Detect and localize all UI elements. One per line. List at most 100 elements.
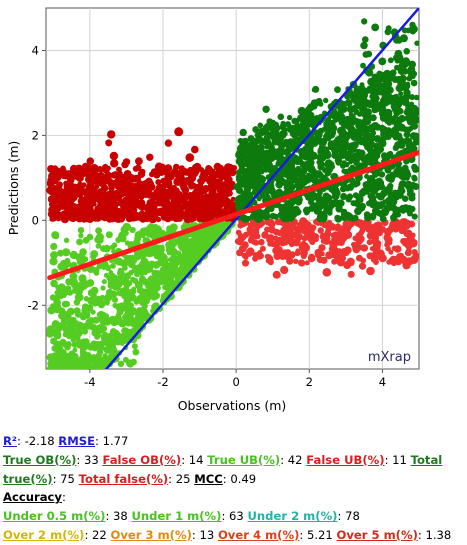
data-point-false-ob [135,200,144,209]
over-3m-link[interactable]: Over 3 m(%) [110,527,192,542]
data-point-true-ub [83,338,90,345]
true-ob-value: : 33 [76,452,103,467]
over-3m-value: : 13 [191,527,218,542]
data-point-true-ob [330,173,336,180]
data-point-true-ob [258,130,265,137]
data-point-false-ob [70,212,76,218]
data-point-false-ub [308,224,316,232]
total-true-link-a[interactable]: Total [410,452,443,467]
data-point-false-ub [307,236,313,243]
data-point-true-ob [385,151,394,159]
data-point-false-ub [301,235,308,242]
data-point-false-ob [85,186,91,193]
data-point-false-ob [197,203,204,209]
data-point-false-ob [82,165,89,172]
data-point-true-ub [122,303,128,309]
data-point-true-ub [164,282,173,291]
data-point-false-ub [410,239,418,247]
data-point-true-ob [397,151,403,156]
data-point-false-ob [157,192,166,202]
data-point-true-ub [98,310,105,317]
data-point-true-ub [166,270,174,278]
data-point-false-ob [187,168,195,176]
data-point-true-ob [409,94,416,101]
data-point-true-ub [145,284,152,291]
data-point-true-ob [380,189,388,197]
false-ob-link[interactable]: False OB(%) [102,452,182,467]
data-point-true-ob [411,213,418,220]
data-point-false-ob [171,167,179,174]
data-point-true-ob [331,108,338,116]
data-point-false-ub [355,232,363,240]
under-1m-link[interactable]: Under 1 m(%) [131,509,222,524]
data-point-false-ob [189,175,197,182]
false-ub-link[interactable]: False UB(%) [306,452,385,467]
data-point-false-ob [48,172,56,180]
data-point-false-ob [200,197,209,205]
r2-link[interactable]: R² [3,434,18,448]
stats-row-totals: true(%): 75 Total false(%): 25 MCC: 0.49 [3,470,465,489]
data-point-false-ob [154,162,164,171]
mcc-link[interactable]: MCC [194,471,223,486]
data-point-false-ob [197,178,203,184]
data-point-true-ub [95,352,102,360]
data-point-true-ob [317,161,326,169]
over-2m-link[interactable]: Over 2 m(%) [3,527,85,542]
data-point-true-ob [378,57,387,66]
rmse-link[interactable]: RMSE [58,434,96,448]
data-point-false-ob [181,186,190,194]
data-point-false-ob [196,165,202,172]
data-point-true-ob [353,179,361,187]
data-point-true-ob [318,154,327,162]
data-point-true-ob [277,156,285,165]
data-point-false-ob [61,173,67,180]
data-point-true-ob [374,148,382,156]
data-point-true-ob [286,114,293,121]
true-ob-link[interactable]: True OB(%) [3,452,77,467]
data-point-true-ub [136,307,142,313]
under-2m-link[interactable]: Under 2 m(%) [247,509,338,524]
data-point-true-ob [269,125,276,132]
data-point-true-ob [401,27,408,34]
data-point-false-ub [256,253,262,260]
data-point-true-ub [81,328,88,335]
data-point-true-ob [323,134,329,140]
data-point-true-ob [330,187,339,196]
true-ub-link[interactable]: True UB(%) [207,452,281,467]
data-point-false-ub [397,221,405,228]
data-point-true-ob [381,77,387,83]
data-point-false-ob [174,127,184,137]
data-point-false-ub [280,265,289,275]
data-point-false-ub [237,222,244,229]
accuracy-link[interactable]: Accuracy [3,490,62,505]
data-point-true-ob [331,147,338,154]
data-point-false-ub [402,261,411,270]
data-point-true-ob [366,183,375,192]
data-point-true-ub [101,279,107,285]
data-point-true-ob [410,192,416,198]
data-point-true-ob [339,137,348,146]
data-point-true-ob [338,131,347,140]
data-point-false-ob [123,198,131,206]
data-point-true-ub [150,293,158,301]
data-point-true-ub [124,318,133,327]
data-point-true-ob [412,138,419,146]
data-point-false-ob [230,207,236,213]
data-point-true-ob [360,62,366,69]
under-05m-link[interactable]: Under 0.5 m(%) [3,509,106,524]
data-point-true-ob [306,172,311,178]
data-point-false-ob [215,183,224,192]
data-point-false-ob [62,215,68,222]
total-false-link[interactable]: Total false(%) [78,471,169,486]
over-4m-link[interactable]: Over 4 m(%) [217,527,300,542]
data-point-true-ub [161,254,168,261]
data-point-false-ub [317,227,324,234]
over-5m-link[interactable]: Over 5 m(%) [336,527,418,542]
total-true-link-b[interactable]: true(%) [3,471,53,486]
data-point-true-ob [323,97,329,104]
identity-line [105,8,419,369]
data-point-true-ub [46,365,53,369]
data-point-true-ub [50,242,58,251]
data-point-true-ob [375,178,383,185]
data-point-true-ob [317,147,324,154]
